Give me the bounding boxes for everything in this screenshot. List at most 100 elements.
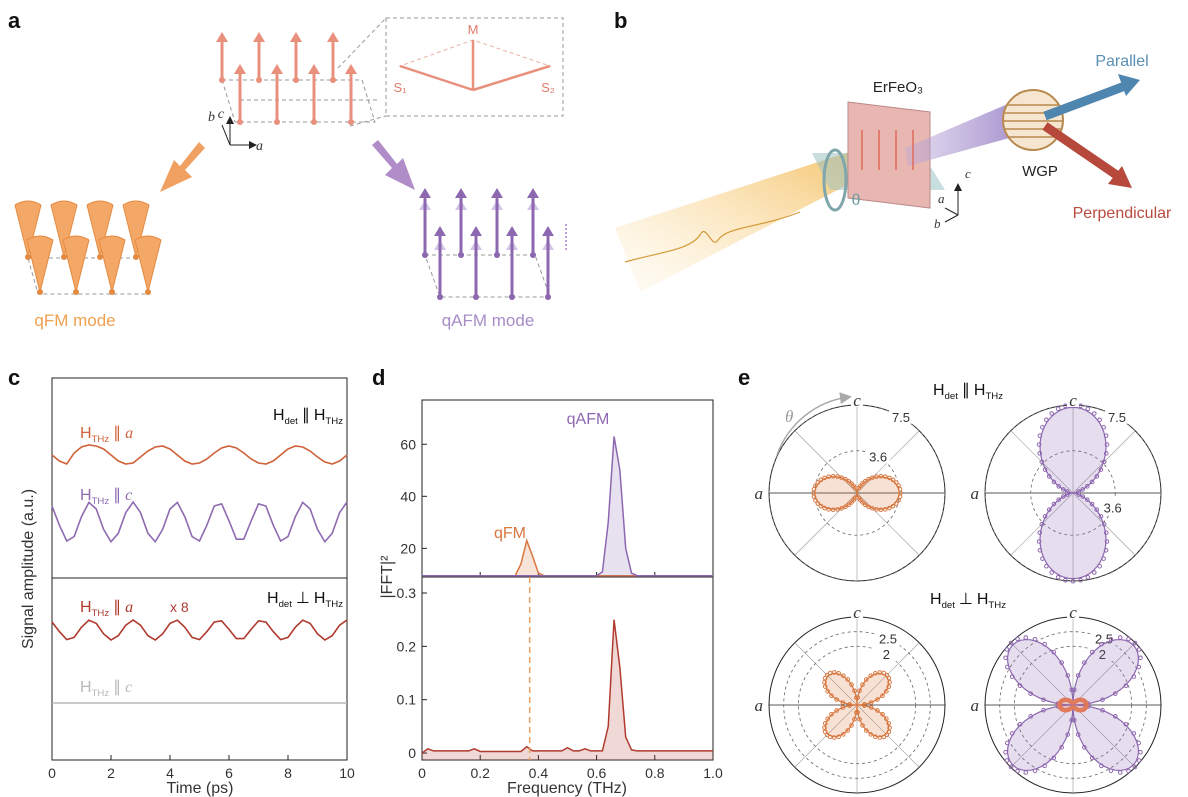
wgp-label: WGP <box>1022 163 1058 180</box>
output-label: Perpendicular <box>1073 205 1172 222</box>
polar-point <box>1032 636 1038 642</box>
polar-point <box>887 505 892 511</box>
polar-point <box>1076 492 1082 497</box>
polar-point <box>1017 721 1023 727</box>
polar-point <box>1101 459 1107 465</box>
perpendicular-arrow-head <box>1108 166 1132 188</box>
polar-point <box>825 716 830 721</box>
spin-site <box>545 294 551 300</box>
polar-point <box>846 478 852 484</box>
polar-point <box>1084 484 1090 489</box>
polar-point <box>822 721 828 726</box>
parallel-arrow-head <box>1118 74 1140 96</box>
polar-point <box>1132 640 1138 646</box>
spin-arrow-head <box>506 226 518 236</box>
polar-point <box>884 732 890 738</box>
polar-point <box>827 670 833 676</box>
polar-point <box>825 689 830 694</box>
polar-point <box>826 507 832 512</box>
polar-point <box>863 677 869 682</box>
polar-point <box>880 693 885 699</box>
polar-point <box>1064 492 1070 497</box>
label-part: H <box>80 679 92 696</box>
label-bg <box>875 629 900 646</box>
axis-a <box>944 207 959 216</box>
spin-arrow-head <box>290 32 302 42</box>
lattice <box>221 79 380 123</box>
area <box>422 619 713 760</box>
mode-label: qAFM mode <box>442 311 535 330</box>
polar-point <box>1089 479 1095 485</box>
label-part: H <box>80 487 92 504</box>
polar-point <box>1132 764 1138 770</box>
spin-arrow-head <box>491 188 503 198</box>
inset-box <box>385 17 564 117</box>
polar-point <box>1065 673 1071 678</box>
label-part: ∥ <box>962 382 970 399</box>
axis-label: c <box>1069 603 1077 622</box>
polar-point <box>870 475 875 480</box>
polar-point <box>873 734 878 740</box>
spin-site <box>145 289 151 295</box>
r-tick-label: 2.5 <box>1095 632 1113 647</box>
polar-point <box>1094 474 1100 479</box>
polar-point <box>847 703 852 708</box>
label-bg <box>851 603 863 619</box>
polar-point <box>1051 649 1057 655</box>
spectrum <box>422 436 713 577</box>
label-part: H <box>314 590 326 607</box>
label-part: ⊥ <box>296 590 310 607</box>
label-part: H <box>977 591 989 608</box>
trace <box>51 500 348 544</box>
x-tick-label: 6 <box>225 765 233 781</box>
polar-point <box>886 721 892 726</box>
polar-point <box>1099 641 1104 647</box>
y-axis-label: |FFT|² <box>379 555 396 599</box>
polar-point <box>1089 649 1095 655</box>
panel-label: a <box>8 8 21 33</box>
polar-point <box>886 684 892 689</box>
spin-site <box>219 77 225 83</box>
polar-point <box>1041 707 1046 713</box>
y-tick-label: 20 <box>400 540 416 556</box>
x-tick-label: 0.2 <box>470 765 490 781</box>
polar-point <box>862 478 868 484</box>
polar-point <box>1036 442 1042 447</box>
axis-label: c <box>965 166 971 181</box>
subplot-title: Hdet ⊥ HTHz <box>267 590 343 610</box>
polar-point <box>1097 563 1102 569</box>
polar-point <box>1051 479 1057 485</box>
label-part: H <box>930 591 942 608</box>
polar-point <box>822 679 827 685</box>
polar-point <box>1098 514 1104 519</box>
panel-label: b <box>614 8 627 33</box>
polar-point <box>1138 749 1143 755</box>
mode-arrow <box>160 142 205 192</box>
polar-point <box>1059 745 1064 750</box>
label-part: det <box>942 600 956 611</box>
polar-point <box>1004 740 1010 746</box>
thz-beam <box>615 142 884 292</box>
label-part: H <box>80 599 92 616</box>
area <box>422 436 713 577</box>
polar-point <box>1100 697 1105 703</box>
polar-point <box>1131 674 1137 679</box>
subplot-title: Hdet ⊥ HTHz <box>930 591 1006 611</box>
label-part: THz <box>988 600 1006 611</box>
spin-arrow-head <box>527 188 539 198</box>
polar-point <box>1037 433 1043 438</box>
polar-point <box>1009 731 1015 736</box>
polar-point <box>1113 691 1118 696</box>
polar-point <box>829 711 834 717</box>
x-tick-label: 0.4 <box>529 765 549 781</box>
polar-point <box>834 697 839 702</box>
spin-site <box>293 77 299 83</box>
spin-site <box>330 77 336 83</box>
inset-s2: S₂ <box>541 80 555 95</box>
y-tick-label: 0 <box>408 745 416 761</box>
trace <box>51 444 348 465</box>
polar-point <box>1104 539 1110 544</box>
polar-point <box>862 502 868 508</box>
spin-arrow-head <box>216 32 228 42</box>
